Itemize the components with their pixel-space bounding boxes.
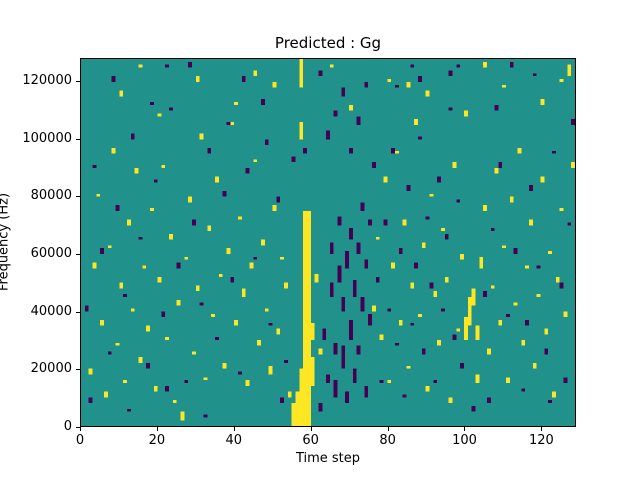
y-tick-mark bbox=[76, 196, 80, 198]
x-axis-label: Time step bbox=[295, 451, 361, 466]
y-tick-mark bbox=[76, 427, 80, 428]
y-tick-label: 0 bbox=[63, 419, 72, 434]
y-tick-label: 120000 bbox=[22, 73, 72, 89]
y-axis-label: Frequency (Hz) bbox=[0, 192, 12, 292]
x-tick-mark bbox=[541, 427, 543, 431]
x-tick-mark bbox=[310, 427, 312, 431]
heatmap-canvas bbox=[81, 59, 575, 426]
x-tick-label: 40 bbox=[225, 433, 243, 448]
y-tick-mark bbox=[76, 254, 80, 256]
x-tick-mark bbox=[156, 427, 158, 431]
x-tick-mark bbox=[464, 427, 466, 431]
x-tick-mark bbox=[387, 427, 389, 431]
y-tick-mark bbox=[76, 81, 80, 83]
y-tick-label: 40000 bbox=[30, 303, 72, 319]
x-tick-mark bbox=[80, 427, 81, 431]
x-tick-label: 20 bbox=[148, 433, 166, 448]
x-tick-label: 120 bbox=[528, 433, 554, 448]
y-tick-label: 100000 bbox=[22, 130, 72, 146]
plot-title: Predicted : Gg bbox=[274, 34, 382, 52]
y-tick-label: 80000 bbox=[30, 188, 72, 204]
y-tick-label: 20000 bbox=[30, 361, 72, 377]
x-tick-label: 0 bbox=[75, 433, 85, 448]
x-tick-label: 60 bbox=[302, 433, 319, 448]
y-tick-mark bbox=[76, 369, 80, 371]
plot-area bbox=[80, 58, 576, 427]
x-tick-mark bbox=[233, 427, 235, 431]
x-tick-label: 100 bbox=[452, 433, 477, 448]
y-tick-mark bbox=[76, 138, 80, 140]
y-tick-label: 60000 bbox=[30, 246, 72, 262]
y-tick-mark bbox=[76, 311, 80, 313]
x-tick-label: 80 bbox=[379, 433, 396, 448]
